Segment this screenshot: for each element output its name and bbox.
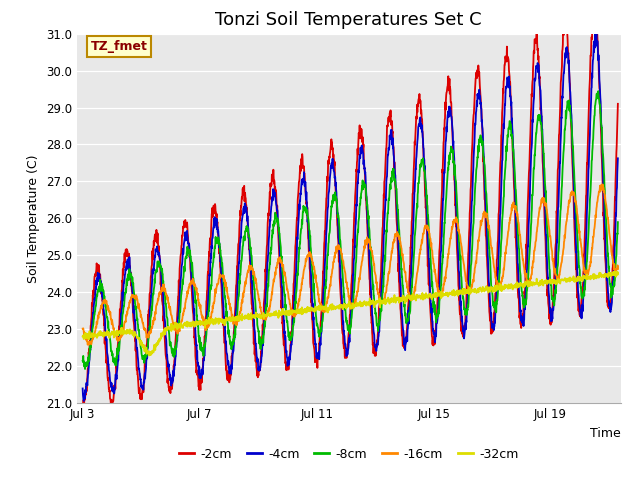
Title: Tonzi Soil Temperatures Set C: Tonzi Soil Temperatures Set C — [216, 11, 482, 29]
Text: TZ_fmet: TZ_fmet — [90, 40, 147, 53]
Y-axis label: Soil Temperature (C): Soil Temperature (C) — [28, 154, 40, 283]
Legend: -2cm, -4cm, -8cm, -16cm, -32cm: -2cm, -4cm, -8cm, -16cm, -32cm — [174, 443, 524, 466]
Text: Time: Time — [590, 427, 621, 440]
